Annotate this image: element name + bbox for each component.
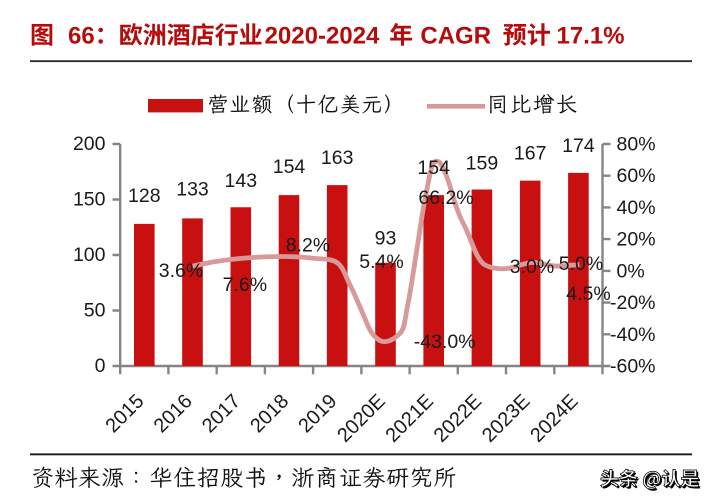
svg-text:-40%: -40% bbox=[610, 324, 656, 346]
svg-text:200: 200 bbox=[73, 133, 106, 155]
svg-text:5.4%: 5.4% bbox=[359, 251, 403, 273]
svg-text:4.5%: 4.5% bbox=[566, 283, 610, 305]
svg-text:0: 0 bbox=[95, 355, 106, 377]
svg-text:100: 100 bbox=[73, 244, 106, 266]
svg-text:150: 150 bbox=[73, 189, 106, 211]
svg-text:0%: 0% bbox=[617, 260, 645, 282]
svg-text:-60%: -60% bbox=[610, 356, 656, 378]
svg-text:128: 128 bbox=[128, 185, 161, 207]
svg-text:-43.0%: -43.0% bbox=[414, 331, 476, 353]
svg-text:154: 154 bbox=[417, 157, 450, 179]
svg-text:60%: 60% bbox=[617, 165, 656, 187]
svg-text:133: 133 bbox=[176, 178, 209, 200]
svg-text:163: 163 bbox=[321, 147, 354, 169]
svg-text:93: 93 bbox=[375, 227, 397, 249]
svg-text:80%: 80% bbox=[617, 134, 656, 156]
svg-text:40%: 40% bbox=[617, 197, 656, 219]
svg-text:50: 50 bbox=[84, 300, 106, 322]
svg-text:154: 154 bbox=[273, 156, 306, 178]
svg-text:8.2%: 8.2% bbox=[286, 235, 330, 257]
svg-text:20%: 20% bbox=[617, 229, 656, 251]
svg-text:167: 167 bbox=[514, 143, 547, 165]
svg-text:174: 174 bbox=[562, 135, 595, 157]
svg-text:5.0%: 5.0% bbox=[559, 253, 603, 275]
svg-text:-20%: -20% bbox=[610, 292, 656, 314]
svg-text:159: 159 bbox=[466, 152, 499, 174]
svg-text:7.6%: 7.6% bbox=[223, 274, 267, 296]
svg-text:3.6%: 3.6% bbox=[159, 260, 203, 282]
svg-text:66.2%: 66.2% bbox=[418, 187, 473, 209]
svg-text:143: 143 bbox=[225, 170, 258, 192]
svg-text:3.0%: 3.0% bbox=[510, 256, 554, 278]
